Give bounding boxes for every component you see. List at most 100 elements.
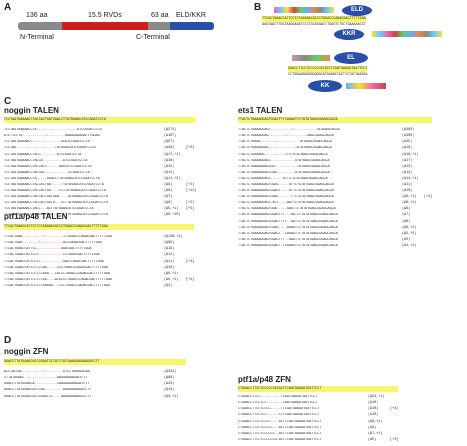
alignment-row: TTACTCTGAAAGGAGTGGACT----GTTCTGTATGAGCGG…: [238, 188, 432, 194]
row-change: (Δ197): [164, 134, 177, 139]
row-change: (Δ9,+1): [402, 195, 417, 200]
row-extra: [+2]: [186, 277, 195, 282]
ptf-zfn-alignment: CTGGACCTTCCTCCCCCCGTACTTCGATGAGGATGATTCC…: [238, 386, 399, 443]
row-change: (Δ10): [368, 413, 379, 418]
row-sequence: TTACTCTGAAAGGAGTGGAC-----GTTCTGTATGAGCGG…: [238, 182, 334, 187]
row-change: (Δ17,+1): [164, 152, 181, 157]
ets-talen-title: ets1 TALEN: [238, 106, 283, 115]
alignment-row: TCCTAG-------------------TATGGAGCATCCGGA…: [4, 145, 196, 151]
row-extra: [+2]: [424, 195, 433, 200]
row-extra: [+2]: [186, 201, 195, 206]
alignment-row: GGACCTTATGGAGCA-----------CAAGGAGAAGGATC…: [4, 381, 186, 387]
row-extra: [+2]: [186, 182, 195, 187]
row-change: (Δ19): [164, 247, 175, 252]
row-sequence: TCCTAGTGAAAACC--------------GCATCCGGATCC…: [4, 140, 90, 145]
alignment-row: TTCACTGAACCATTCCTCTAGGGA---CCCTGGACCCAGA…: [4, 283, 194, 289]
alignment-row: TCCTAGTGAAAACCTACCACTGGT-----CTTATGGAGCA…: [4, 212, 196, 218]
row-sequence: TTACTCTGAAAGGAGTGGA-----GAGTTCTGTATGAGCG…: [238, 207, 336, 212]
zf-squares-bottom: [346, 83, 386, 89]
alignment-row: TTACTCTGAAA-------------------TATGAGCGGA…: [238, 139, 432, 145]
alignment-row: TCCTAGTGAAAACCTACCACTGGTGGA----TATGGAGCA…: [4, 194, 196, 200]
alignment-row: TCCTAGTGAAAACCTA-----GGACCTTATGGAGCATCCG…: [4, 176, 196, 182]
alignment-row: TCCTAGTGAAAACCTACCACTGG-----TTATGGAGCATC…: [4, 182, 196, 188]
row-change: (Δ5,+10): [164, 213, 181, 218]
row-change: (Δ57): [164, 140, 175, 145]
alignment-row: TTACTCTGAAAGGAGT------GTTCTGTATGAGCGGAGC…: [238, 176, 432, 182]
row-sequence: TCCTAGTGAAAACCTACCACTGG----CCTTATGGAGCAT…: [4, 189, 106, 194]
row-sequence: TTACTCTGAAAGGAGT------------GTATGAGCGGAG…: [238, 158, 330, 163]
row-sequence: TTACTCTGAAAGGAGTGGACT-TCAGAGTTCTGTATGAGC…: [238, 243, 338, 248]
row-sequence: TTACTCTGAAAGGAGTGGACT--CAGAGTTCTGTATGAGC…: [238, 231, 338, 236]
alignment-row: TTACTCTGAAAGGAGTGG-----------TATGAGCGGAG…: [238, 164, 432, 170]
ptf-talen-alignment: TTCACTGAACCATTCCTCTAGGGACGCCCTGGACCCAGAC…: [4, 224, 195, 289]
alignment-row: TTACTCTGAAAGGAGTGGACTTT--GAGTTCTGTATGAGC…: [238, 237, 432, 243]
row-change: (Δ11): [164, 259, 175, 264]
row-sequence: TCCTAGTGAAAACCTACCACTGGTG---CCTTATGGAGCA…: [4, 201, 108, 206]
row-change: (Δ24,+1): [368, 395, 385, 400]
alignment-row: TTACTCTGAAAGGAGTGGAC----AGAGTTCTGTATGAGC…: [238, 225, 432, 231]
row-change: (Δ16): [368, 401, 379, 406]
el-ellipse: EL: [334, 52, 368, 64]
row-extra: [+3]: [390, 407, 399, 412]
row-sequence: TTCACTGAACCATTCCTCTAG-----CCCTGGACCCAGAC…: [4, 265, 108, 270]
alignment-row: TCCTAGTGAAAACCTACCA----------ATCCGGATCCT…: [4, 158, 196, 164]
zf-squares-top: [292, 55, 330, 61]
alignment-row: TTCACTGAA--------//----------ACCCAGACGAC…: [4, 240, 194, 246]
row-sequence: TTACTCTGAAAGGAGTGG-----------TATGAGCGGAG…: [238, 164, 330, 169]
row-change: (Δ5,+1): [164, 277, 179, 282]
alignment-row: TTCACTGAACCATTCCT------------CCCAGACGACT…: [4, 252, 194, 258]
row-sequence: TTCACTGAACCATTCCTC-----------GACCCAGACGA…: [4, 259, 104, 264]
panel-letter-d: D: [4, 335, 12, 346]
row-sequence: TTACTCTGAAAGGAGTGGA---------GTATGAGCGGAG…: [238, 170, 330, 175]
alignment-row: TTCACTGAACCATTCCTCTAG-----CCCTGGACCCAGAC…: [4, 265, 194, 271]
alignment-row: TCCTAGTGAAAACCTACC--------ATCCGGATCCTA (Δ…: [4, 151, 196, 157]
alignment-row: TTACTCTGAAAGGAGTGGAC------TTCTGTATGAGCGG…: [238, 194, 432, 200]
row-sequence: CTGGACCTTCC----------TCGATGAGGATGATTCCT: [238, 395, 318, 400]
noggin-talen-reference: TCCTAGTGAAAACCTACCACTGGTGGACCTTATGGAGCAT…: [4, 117, 197, 124]
alignment-row: TTACTCTGAAAGGAGTGGACTTT---AGTTCTGTATGAGC…: [238, 212, 432, 218]
alignment-row: CTGGACCTTCCTCCCC----ACTTCGATGAGGATGATTCC…: [238, 418, 398, 424]
row-change: (Δ9): [368, 425, 377, 430]
row-change: (Δ11,+2): [164, 176, 181, 181]
row-extra: [+2]: [390, 437, 399, 442]
row-change: (Δ15): [164, 164, 175, 169]
row-sequence: TTACTCTGAAAGGAGTGGACTTTC--AGTTCTGTATGAGC…: [238, 219, 338, 224]
row-sequence: CTGGACCTTCCTCCCCCCG-ACTTCGATGAGGATGATTCC…: [238, 437, 322, 442]
alignment-row: CTGGACCTTCCTCC--------CGATGAGGATGATTCCT (…: [238, 400, 398, 406]
row-change: (Δ9,+1): [368, 419, 383, 424]
label-nterm-aa: 136 aa: [26, 12, 48, 19]
noggin-zfn-title: noggin ZFN: [4, 347, 49, 356]
nterm-bar: [18, 22, 62, 30]
row-change: (Δ126,+1): [164, 235, 183, 240]
row-sequence: TTACTCTGAAAGGAGTGGACT----GTTCTGTATGAGCGG…: [238, 189, 334, 194]
alignment-row: CTGGACCTTCCTCCCCCC--ACTTCGATGAGGATGATTCC…: [238, 431, 398, 437]
label-c-terminal: C-Terminal: [136, 34, 170, 41]
row-sequence: TTACTCTGAAAGGAGT------GTTCTGTATGAGCGGAGC…: [238, 176, 328, 181]
row-sequence: TCCTAGTGAAAACCTACC--------ATCCGGATCCTA: [4, 152, 82, 157]
alignment-row: CTGGACCTTCC----------TCGATGAGGATGATTCCT (…: [238, 394, 398, 400]
row-change: (Δ6): [164, 201, 173, 206]
row-sequence: TCCTAGTGAAAACCTACCA----------ATCCGGATCCT…: [4, 158, 88, 163]
row-sequence: TCCTAGTGAAAACCTACCACTGGTGGA----TATGGAGCA…: [4, 195, 108, 200]
row-sequence: GGACCTTATGGAGCATCCGG---------AGGAGAAGGAT…: [4, 388, 92, 393]
row-change: (Δ5): [368, 437, 377, 442]
alignment-row: TTCACTGAACCATTCCTCTAGG---CGCCCTGGACCCAGA…: [4, 271, 194, 277]
row-change: (Δ26): [164, 146, 175, 151]
kk-ellipse: KK: [308, 80, 342, 92]
row-sequence: CTGGACCTTCCTCC--------CGATGAGGATGATTCCT: [238, 401, 318, 406]
row-change: (Δ68): [164, 376, 175, 381]
ets-talen-reference: TTACTCTGAAAGGAGTGGACTTTCAGAGTTCTGTATGAGC…: [238, 117, 433, 124]
alignment-row: CTGGACCTTCCTCC------CTTCGATGAGGATGATTCCT…: [238, 412, 398, 418]
row-change: (Δ4,+1): [164, 394, 179, 399]
alignment-row: TTACTCTGAAAGGAGT-ACT----AGTTCTGTATGAGCGG…: [238, 200, 432, 206]
row-change: (Δ6): [402, 219, 411, 224]
rvd-squares-bottom: [372, 31, 442, 37]
row-change: (Δ332): [164, 370, 177, 375]
row-change: (Δ4): [164, 283, 173, 288]
row-sequence: CTGGACCTTCCTCCCC----ACTTCGATGAGGATGATTCC…: [238, 419, 322, 424]
cterm-bar: [148, 22, 170, 30]
alignment-row: CTGGACCTTCCTCCCC-----TTCGATGAGGATGATTCCT…: [238, 406, 398, 412]
row-change: (Δ14): [164, 388, 175, 393]
row-sequence: TTCACTGAACCATTCCT------------CCCAGACGACT…: [4, 253, 100, 258]
alignment-row: TCCTAGTGAAAACC--------------GCATCCGGATCC…: [4, 139, 196, 145]
